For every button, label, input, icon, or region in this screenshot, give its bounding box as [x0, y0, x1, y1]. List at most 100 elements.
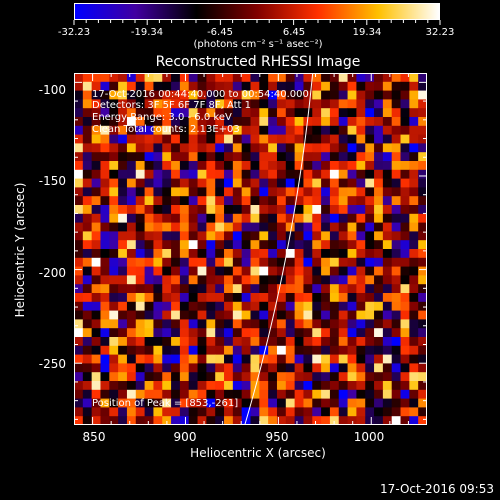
heatmap-cell [162, 416, 172, 425]
heatmap-cell [188, 301, 199, 312]
heatmap-cell [382, 284, 393, 294]
heatmap-cell [144, 231, 154, 241]
heatmap-cell [206, 231, 216, 241]
heatmap-cell [365, 152, 375, 162]
heatmap-cell [188, 187, 199, 197]
heatmap-cell [391, 240, 402, 250]
heatmap-cell [250, 416, 260, 425]
heatmap-cell [162, 205, 172, 215]
heatmap-cell [276, 231, 287, 241]
heatmap-cell [215, 328, 225, 338]
heatmap-cell [188, 407, 199, 417]
heatmap-cell [224, 222, 234, 232]
heatmap-cell [259, 310, 269, 320]
heatmap-cell [303, 99, 313, 109]
heatmap-cell [268, 363, 278, 373]
heatmap-cell [259, 293, 269, 303]
heatmap-cell [356, 372, 366, 382]
heatmap-cell [268, 196, 278, 206]
heatmap-cell [188, 249, 199, 259]
heatmap-cell [232, 161, 243, 171]
heatmap-cell [338, 169, 349, 180]
heatmap-cell [285, 249, 296, 259]
heatmap-cell [91, 328, 101, 338]
heatmap-cell [250, 196, 260, 206]
heatmap-cell [294, 310, 304, 320]
heatmap-cell [224, 90, 234, 100]
heatmap-cell [126, 416, 137, 425]
heatmap-cell [259, 213, 269, 224]
info-energy-range: Energy Range: 3.0 - 6.0 keV [92, 112, 232, 123]
heatmap-cell [374, 222, 384, 232]
heatmap-cell [109, 196, 119, 206]
heatmap-cell [82, 310, 93, 320]
heatmap-cell [82, 152, 93, 162]
heatmap-cell [179, 125, 190, 136]
heatmap-cell [82, 222, 93, 232]
heatmap-cell [162, 187, 172, 197]
heatmap-cell [409, 310, 419, 320]
heatmap-cell [74, 372, 84, 382]
heatmap-cell [197, 372, 207, 382]
heatmap-cell [294, 117, 304, 127]
heatmap-cell [356, 416, 366, 425]
heatmap-cell [356, 169, 366, 180]
heatmap-cell [312, 345, 322, 356]
heatmap-cell [285, 398, 296, 408]
heatmap-cell [91, 222, 101, 232]
heatmap-cell [418, 319, 427, 329]
heatmap-cell [100, 81, 110, 92]
heatmap-cell [91, 169, 101, 180]
heatmap-cell [135, 249, 146, 259]
heatmap-cell [312, 266, 322, 276]
heatmap-cell [100, 284, 110, 294]
heatmap-cell [232, 310, 243, 320]
heatmap-cell [391, 161, 402, 171]
heatmap-cell [365, 143, 375, 153]
heatmap-cell [285, 213, 296, 224]
heatmap-cell [400, 363, 410, 373]
heatmap-cell [400, 81, 410, 92]
heatmap-cell [312, 187, 322, 197]
heatmap-cell [100, 143, 110, 153]
heatmap-cell [144, 337, 154, 347]
heatmap-cell [285, 125, 296, 136]
heatmap-cell [268, 117, 278, 127]
heatmap-cell [329, 187, 340, 197]
heatmap-cell [418, 90, 427, 100]
heatmap-cell [162, 293, 172, 303]
heatmap-cell [232, 398, 243, 408]
heatmap-cell [171, 169, 181, 180]
heatmap-cell [356, 389, 366, 400]
heatmap-cell [153, 345, 163, 356]
heatmap-cell [294, 257, 304, 268]
heatmap-cell [91, 345, 101, 356]
heatmap-cell [418, 275, 427, 285]
heatmap-cell [365, 319, 375, 329]
heatmap-cell [224, 240, 234, 250]
heatmap-cell [312, 284, 322, 294]
heatmap-cell [162, 99, 172, 109]
heatmap-cell [224, 345, 234, 356]
heatmap-cell [188, 143, 199, 153]
heatmap-cell [268, 169, 278, 180]
heatmap-cell [118, 328, 128, 338]
heatmap-cell [188, 99, 199, 109]
heatmap-cell [162, 284, 172, 294]
heatmap-cell [118, 108, 128, 118]
heatmap-cell [365, 310, 375, 320]
heatmap-cell [232, 372, 243, 382]
heatmap-cell [118, 389, 128, 400]
heatmap-cell [91, 196, 101, 206]
heatmap-cell [285, 328, 296, 338]
heatmap-cell [91, 319, 101, 329]
heatmap-cell [179, 275, 190, 285]
heatmap-cell [153, 337, 163, 347]
heatmap-cell [188, 152, 199, 162]
heatmap-cell [382, 345, 393, 356]
heatmap-cell [91, 81, 101, 92]
heatmap-cell [118, 117, 128, 127]
heatmap-cell [232, 187, 243, 197]
heatmap-cell [250, 169, 260, 180]
heatmap-cell [268, 249, 278, 259]
